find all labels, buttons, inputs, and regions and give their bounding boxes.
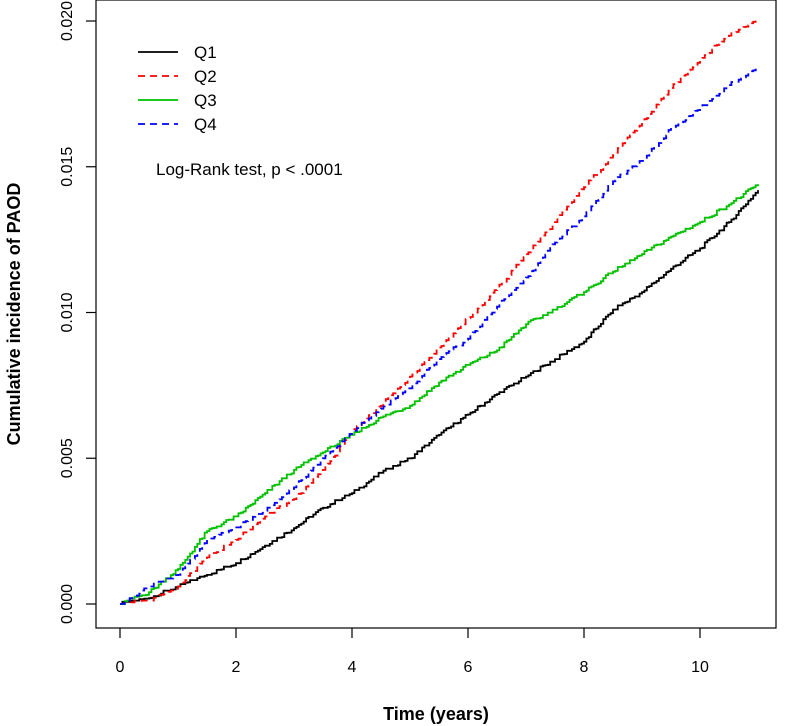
legend-label-q2: Q2 (194, 67, 217, 86)
y-axis-title: Cumulative incidence of PAOD (4, 183, 24, 446)
plot-frame (95, 0, 777, 629)
y-tick-label-0: 0.000 (59, 584, 76, 624)
y-tick-label-3: 0.015 (59, 147, 76, 187)
series-line-q4 (120, 67, 759, 605)
x-tick-label-8: 8 (580, 659, 589, 676)
x-tick-label-2: 2 (232, 659, 241, 676)
series-line-q2 (120, 18, 759, 605)
series-line-q1 (120, 190, 759, 605)
x-tick-label-0: 0 (116, 659, 125, 676)
log-rank-annotation: Log-Rank test, p < .0001 (156, 160, 343, 179)
series-layer (120, 18, 759, 605)
legend-label-q3: Q3 (194, 91, 217, 110)
y-axis: 0.000 0.005 0.010 0.015 0.020 (59, 1, 96, 624)
y-tick-label-2: 0.010 (59, 292, 76, 332)
x-axis: 0 2 4 6 8 10 (116, 628, 709, 676)
legend-label-q1: Q1 (194, 43, 217, 62)
legend-label-q4: Q4 (194, 115, 217, 134)
series-line-q3 (120, 184, 759, 605)
x-tick-label-10: 10 (691, 659, 709, 676)
y-tick-label-4: 0.020 (59, 1, 76, 41)
x-tick-label-6: 6 (464, 659, 473, 676)
x-axis-title: Time (years) (383, 704, 489, 724)
legend: Q1 Q2 Q3 Q4 (138, 43, 217, 134)
x-tick-label-4: 4 (348, 659, 357, 676)
y-tick-label-1: 0.005 (59, 438, 76, 478)
